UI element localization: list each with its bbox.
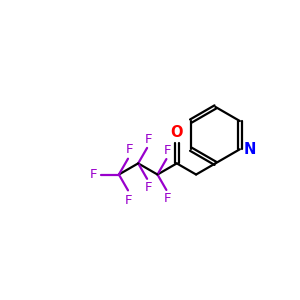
Text: F: F — [145, 133, 152, 146]
Text: F: F — [126, 143, 133, 156]
Text: F: F — [164, 144, 172, 157]
Text: F: F — [89, 168, 97, 181]
Text: F: F — [124, 194, 132, 207]
Text: N: N — [244, 142, 256, 157]
Text: O: O — [170, 125, 183, 140]
Text: F: F — [145, 181, 152, 194]
Text: F: F — [164, 192, 172, 205]
